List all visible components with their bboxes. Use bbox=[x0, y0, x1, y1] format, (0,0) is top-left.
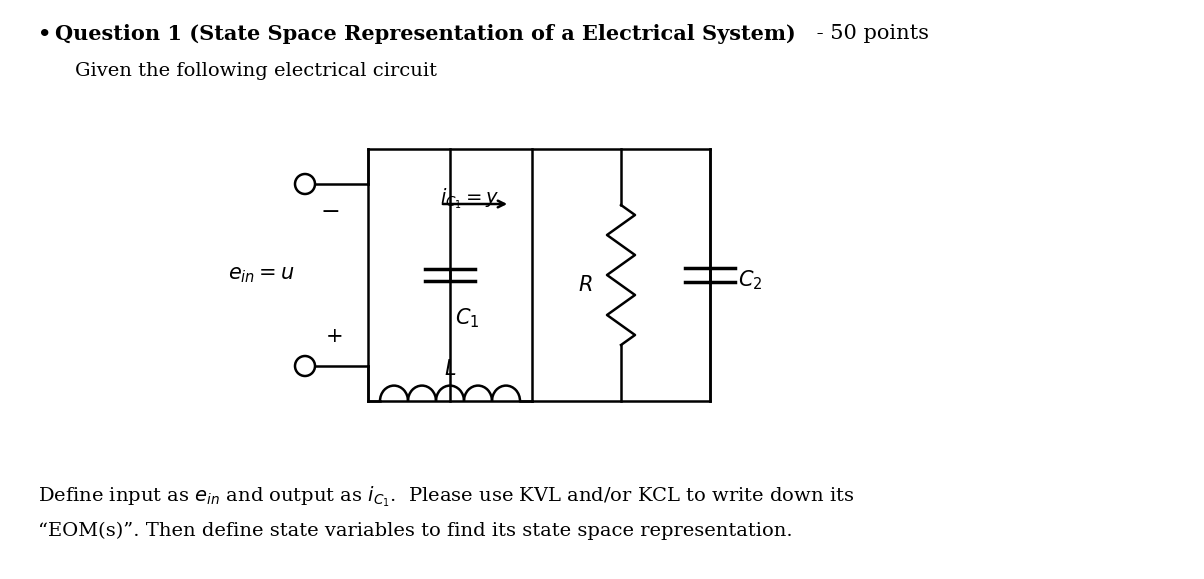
Text: $L$: $L$ bbox=[444, 359, 456, 379]
Text: $i_{C_1}$$=y$: $i_{C_1}$$=y$ bbox=[439, 186, 500, 211]
Text: $e_{in}$$=u$: $e_{in}$$=u$ bbox=[229, 265, 295, 285]
Text: $R$: $R$ bbox=[578, 275, 594, 295]
Text: −: − bbox=[320, 200, 340, 223]
Text: - 50 points: - 50 points bbox=[810, 24, 929, 43]
Text: Given the following electrical circuit: Given the following electrical circuit bbox=[75, 62, 437, 80]
Text: Question 1 (State Space Representation of a Electrical System): Question 1 (State Space Representation o… bbox=[55, 24, 796, 44]
Text: $C_1$: $C_1$ bbox=[455, 306, 479, 330]
Text: +: + bbox=[326, 327, 344, 346]
Text: Define input as $e_{in}$ and output as $i_{C_1}$.  Please use KVL and/or KCL to : Define input as $e_{in}$ and output as $… bbox=[39, 484, 854, 508]
Text: $C_2$: $C_2$ bbox=[738, 268, 762, 292]
Text: •: • bbox=[39, 24, 59, 44]
Text: “EOM(s)”. Then define state variables to find its state space representation.: “EOM(s)”. Then define state variables to… bbox=[39, 522, 792, 540]
